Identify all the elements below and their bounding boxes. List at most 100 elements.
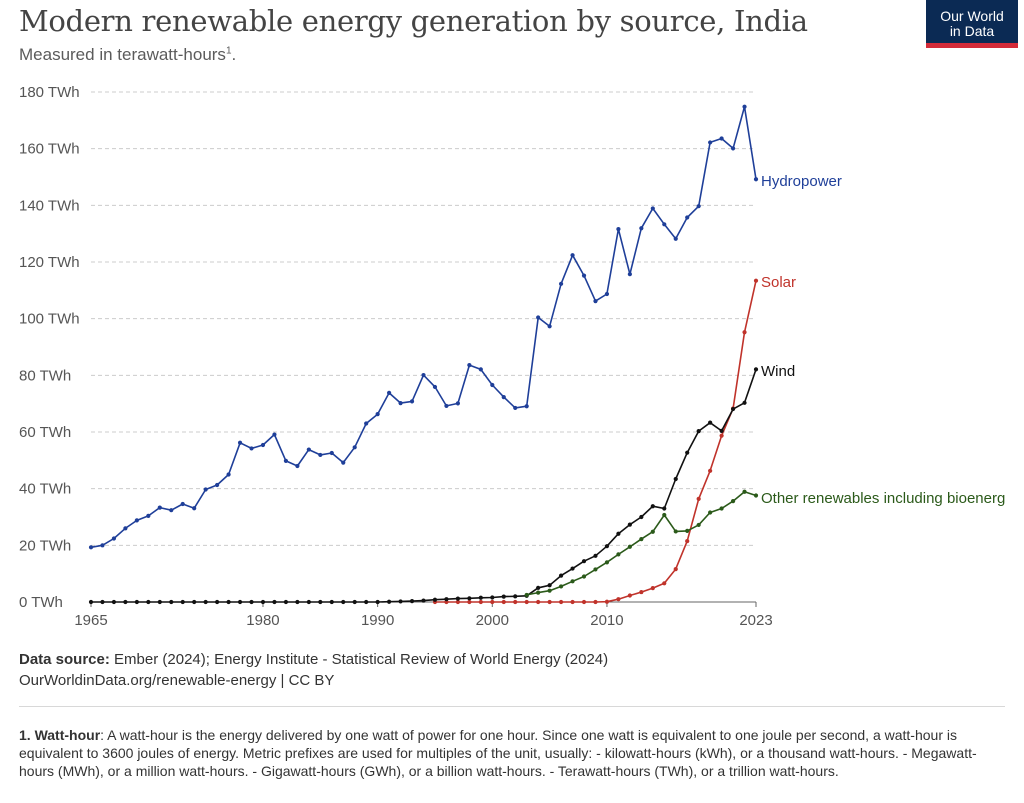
data-point-wind[interactable] <box>616 531 621 536</box>
data-point-other[interactable] <box>685 528 690 533</box>
data-point-wind[interactable] <box>742 400 747 405</box>
data-point-hydropower[interactable] <box>192 506 197 511</box>
source-url[interactable]: OurWorldinData.org/renewable-energy | CC… <box>19 672 335 689</box>
data-point-wind[interactable] <box>306 599 311 605</box>
data-point-wind[interactable] <box>536 585 541 590</box>
data-point-hydropower[interactable] <box>513 405 518 411</box>
data-point-other[interactable] <box>639 537 644 542</box>
data-point-solar[interactable] <box>673 567 678 572</box>
data-point-hydropower[interactable] <box>627 272 632 277</box>
data-point-wind[interactable] <box>180 599 185 605</box>
data-point-wind[interactable] <box>192 599 197 605</box>
data-point-hydropower[interactable] <box>398 401 403 406</box>
data-point-hydropower[interactable] <box>558 281 564 286</box>
data-point-other[interactable] <box>730 499 736 504</box>
data-point-solar[interactable] <box>593 599 598 605</box>
data-point-wind[interactable] <box>169 599 174 605</box>
data-point-other[interactable] <box>570 579 575 584</box>
data-point-hydropower[interactable] <box>352 445 357 450</box>
owid-logo[interactable]: Our World in Data <box>926 0 1018 48</box>
data-point-wind[interactable] <box>387 599 392 604</box>
data-point-solar[interactable] <box>455 599 460 605</box>
data-point-wind[interactable] <box>627 522 632 527</box>
data-point-hydropower[interactable] <box>283 458 289 463</box>
data-point-other[interactable] <box>593 567 598 572</box>
data-point-other[interactable] <box>650 529 655 534</box>
series-label-hydropower[interactable]: Hydropower <box>761 173 842 190</box>
data-point-hydropower[interactable] <box>604 291 610 297</box>
data-point-solar[interactable] <box>490 599 495 605</box>
data-point-hydropower[interactable] <box>421 372 426 378</box>
series-line-wind[interactable] <box>91 369 757 603</box>
data-point-wind[interactable] <box>318 599 323 605</box>
data-point-wind[interactable] <box>226 599 231 605</box>
data-point-hydropower[interactable] <box>490 382 495 388</box>
data-point-other[interactable] <box>753 493 759 498</box>
data-point-hydropower[interactable] <box>467 363 472 368</box>
data-point-hydropower[interactable] <box>501 395 506 400</box>
data-point-solar[interactable] <box>627 593 632 598</box>
data-point-hydropower[interactable] <box>318 452 323 458</box>
data-point-wind[interactable] <box>146 599 151 605</box>
data-point-hydropower[interactable] <box>272 432 277 437</box>
data-point-hydropower[interactable] <box>581 273 587 278</box>
data-point-other[interactable] <box>616 552 621 557</box>
data-point-other[interactable] <box>547 588 552 593</box>
data-point-hydropower[interactable] <box>341 460 346 465</box>
data-point-hydropower[interactable] <box>673 236 678 241</box>
data-point-wind[interactable] <box>249 599 254 605</box>
data-point-wind[interactable] <box>352 599 357 605</box>
data-point-wind[interactable] <box>111 599 117 605</box>
data-point-wind[interactable] <box>650 504 655 509</box>
data-point-solar[interactable] <box>558 599 564 605</box>
data-point-solar[interactable] <box>685 538 690 544</box>
data-point-wind[interactable] <box>467 596 472 601</box>
data-point-solar[interactable] <box>650 586 655 591</box>
data-point-wind[interactable] <box>215 599 220 605</box>
data-point-wind[interactable] <box>478 595 483 600</box>
data-point-hydropower[interactable] <box>329 450 334 456</box>
data-point-hydropower[interactable] <box>478 367 483 372</box>
data-point-other[interactable] <box>708 510 713 515</box>
data-point-wind[interactable] <box>123 599 128 605</box>
data-point-solar[interactable] <box>604 599 610 604</box>
data-point-hydropower[interactable] <box>444 403 449 409</box>
data-point-solar[interactable] <box>467 599 472 605</box>
data-point-solar[interactable] <box>536 599 541 605</box>
footnote-marker[interactable]: 1 <box>225 45 232 57</box>
data-point-wind[interactable] <box>432 597 438 602</box>
data-point-hydropower[interactable] <box>295 463 300 469</box>
data-point-other[interactable] <box>536 590 541 595</box>
data-point-hydropower[interactable] <box>432 384 438 390</box>
data-point-wind[interactable] <box>581 559 587 564</box>
data-point-hydropower[interactable] <box>409 399 415 404</box>
data-point-wind[interactable] <box>455 596 460 601</box>
data-point-hydropower[interactable] <box>650 206 655 211</box>
data-point-solar[interactable] <box>513 599 518 605</box>
data-point-hydropower[interactable] <box>616 227 621 232</box>
data-point-wind[interactable] <box>283 599 289 605</box>
data-point-hydropower[interactable] <box>719 136 724 141</box>
data-point-wind[interactable] <box>547 583 552 588</box>
data-point-hydropower[interactable] <box>742 104 747 109</box>
data-point-solar[interactable] <box>753 278 759 283</box>
data-point-solar[interactable] <box>524 599 529 605</box>
data-point-hydropower[interactable] <box>100 543 105 548</box>
data-point-hydropower[interactable] <box>455 401 460 406</box>
data-point-hydropower[interactable] <box>134 518 139 523</box>
data-point-other[interactable] <box>673 529 678 534</box>
data-point-solar[interactable] <box>662 581 667 586</box>
data-point-wind[interactable] <box>341 599 346 605</box>
data-point-wind[interactable] <box>730 406 736 412</box>
data-point-hydropower[interactable] <box>88 545 94 550</box>
data-point-hydropower[interactable] <box>180 501 185 507</box>
data-point-wind[interactable] <box>398 599 403 604</box>
data-point-other[interactable] <box>604 560 610 565</box>
data-point-wind[interactable] <box>708 420 713 425</box>
data-point-wind[interactable] <box>685 450 690 455</box>
data-point-hydropower[interactable] <box>708 140 713 145</box>
data-point-hydropower[interactable] <box>364 421 369 426</box>
data-point-wind[interactable] <box>329 599 334 605</box>
data-point-solar[interactable] <box>639 589 644 595</box>
data-point-hydropower[interactable] <box>547 324 552 329</box>
